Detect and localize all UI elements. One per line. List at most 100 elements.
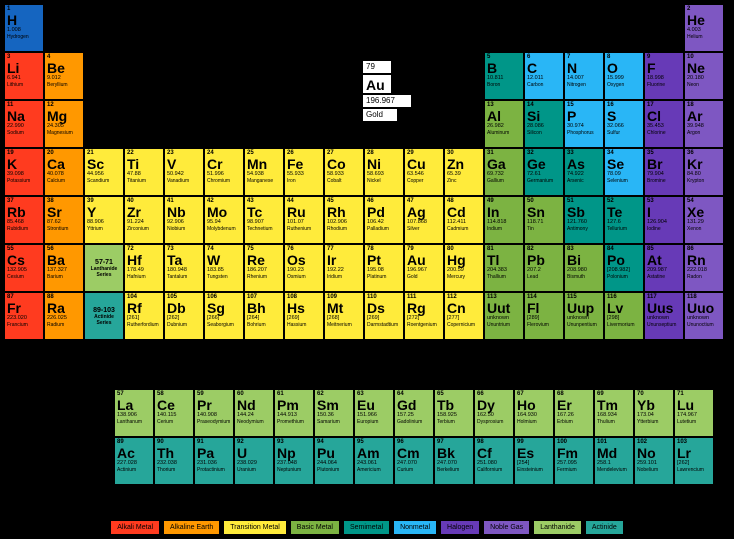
element-cu: 29Cu63.546Copper <box>404 148 444 196</box>
element-s: 16S32.066Sulfur <box>604 100 644 148</box>
element-rh: 45Rh102.906Rhodium <box>324 196 364 244</box>
element-na: 11Na22.990Sodium <box>4 100 44 148</box>
element-pt: 78Pt195.08Platinum <box>364 244 404 292</box>
element-k: 19K39.098Potassium <box>4 148 44 196</box>
element-ac: 89Ac227.028Actinium <box>114 437 154 485</box>
element-am: 95Am243.061Americium <box>354 437 394 485</box>
element-cd: 48Cd112.411Cadmium <box>444 196 484 244</box>
element-cs: 55Cs132.905Cesium <box>4 244 44 292</box>
element-mo: 42Mo95.94Molybdenum <box>204 196 244 244</box>
element-cf: 98Cf251.080Californium <box>474 437 514 485</box>
element-lv: 116Lv[298]Livermorium <box>604 292 644 340</box>
legend-actinide: Actinide <box>585 520 624 535</box>
element-md: 101Md258.1Mendelevium <box>594 437 634 485</box>
element-v: 23V50.942Vanadium <box>164 148 204 196</box>
element-pr: 59Pr140.908Praseodymium <box>194 389 234 437</box>
element-rn: 86Rn222.018Radon <box>684 244 724 292</box>
element-nb: 41Nb92.906Niobium <box>164 196 204 244</box>
element-ca: 20Ca40.078Calcium <box>44 148 84 196</box>
element-y: 39Y88.906Yttrium <box>84 196 124 244</box>
element-tm: 69Tm168.934Thulium <box>594 389 634 437</box>
legend-halogen: Halogen <box>440 520 480 535</box>
element-ne: 10Ne20.180Neon <box>684 52 724 100</box>
legend-transition: Transition Metal <box>223 520 287 535</box>
element-ba: 56Ba137.327Barium <box>44 244 84 292</box>
element-hg: 80Hg200.59Mercury <box>444 244 484 292</box>
element-nd: 60Nd144.24Neodymium <box>234 389 274 437</box>
element-au: 79Au196.967Gold <box>404 244 444 292</box>
element-rg: 111Rg[272]Roentgenium <box>404 292 444 340</box>
element-at: 85At209.987Astatine <box>644 244 684 292</box>
element-es: 99Es[254]Einsteinium <box>514 437 554 485</box>
element-cl: 17Cl35.453Chlorine <box>644 100 684 148</box>
element-ar: 18Ar39.948Argon <box>684 100 724 148</box>
element-in: 49In114.818Indium <box>484 196 524 244</box>
element-c: 6C12.011Carbon <box>524 52 564 100</box>
element-ra: 88Ra226.025Radium <box>44 292 84 340</box>
element-se: 34Se78.09Selenium <box>604 148 644 196</box>
element-gd: 64Gd157.25Gadolinium <box>394 389 434 437</box>
element-rb: 37Rb85.468Rubidium <box>4 196 44 244</box>
element-uut: 113UutunknownUnuntrium <box>484 292 524 340</box>
element-h: 1H1.008Hydrogen <box>4 4 44 52</box>
element-ga: 31Ga69.732Gallium <box>484 148 524 196</box>
key-symbol: Au <box>362 74 392 94</box>
element-ni: 28Ni58.693Nickel <box>364 148 404 196</box>
element-ru: 44Ru101.07Ruthenium <box>284 196 324 244</box>
element-ir: 77Ir192.22Iridium <box>324 244 364 292</box>
element-lr: 103Lr[262]Lawrencium <box>674 437 714 485</box>
element-actinide series: 89-103Actinide Series <box>84 292 124 340</box>
element-sm: 62Sm150.36Samarium <box>314 389 354 437</box>
legend: Alkali MetalAlkaline EarthTransition Met… <box>0 520 734 535</box>
element-np: 93Np237.048Neptunium <box>274 437 314 485</box>
element-mg: 12Mg24.305Magnesium <box>44 100 84 148</box>
element-no: 102No259.101Nobelium <box>634 437 674 485</box>
element-cm: 96Cm247.070Curium <box>394 437 434 485</box>
element-pm: 61Pm144.913Promethium <box>274 389 314 437</box>
element-hf: 72Hf178.49Hafnium <box>124 244 164 292</box>
element-fl: 114Fl[289]Flerovium <box>524 292 564 340</box>
key-name: Gold <box>362 108 398 122</box>
element-w: 74W183.85Tungsten <box>204 244 244 292</box>
element-zn: 30Zn65.39Zinc <box>444 148 484 196</box>
element-o: 8O15.999Oxygen <box>604 52 644 100</box>
element-dy: 66Dy162.50Dysprosium <box>474 389 514 437</box>
element-kr: 36Kr84.80Krypton <box>684 148 724 196</box>
periodic-table: 79 Au 196.967 Gold 1H1.008Hydrogen2He4.0… <box>4 4 730 484</box>
element-yb: 70Yb173.04Ytterbium <box>634 389 674 437</box>
element-xe: 54Xe131.29Xenon <box>684 196 724 244</box>
element-b: 5B10.811Boron <box>484 52 524 100</box>
element-ag: 47Ag107.868Silver <box>404 196 444 244</box>
element-bi: 83Bi208.980Bismuth <box>564 244 604 292</box>
legend-alkaline: Alkaline Earth <box>163 520 220 535</box>
element-sr: 38Sr87.62Strontium <box>44 196 84 244</box>
element-uup: 115UupunknownUnunpentium <box>564 292 604 340</box>
element-er: 68Er167.26Erbium <box>554 389 594 437</box>
legend-nonmetal: Nonmetal <box>393 520 437 535</box>
element-tl: 81Tl204.383Thallium <box>484 244 524 292</box>
element-cn: 112Cn[277]Copernicium <box>444 292 484 340</box>
element-fe: 26Fe55.933Iron <box>284 148 324 196</box>
key-atomic-number: 79 <box>362 60 392 74</box>
element-li: 3Li6.941Lithium <box>4 52 44 100</box>
element-co: 27Co58.933Cobalt <box>324 148 364 196</box>
element-po: 84Po[208.982]Polonium <box>604 244 644 292</box>
element-ta: 73Ta180.948Tantalum <box>164 244 204 292</box>
element-al: 13Al26.982Aluminum <box>484 100 524 148</box>
element-pa: 91Pa231.036Protactinium <box>194 437 234 485</box>
element-n: 7N14.007Nitrogen <box>564 52 604 100</box>
element-lanthanide series: 57-71Lanthanide Series <box>84 244 124 292</box>
legend-noble: Noble Gas <box>483 520 530 535</box>
element-ge: 32Ge72.61Germanium <box>524 148 564 196</box>
legend-semimetal: Semimetal <box>343 520 390 535</box>
element-tb: 65Tb158.925Terbium <box>434 389 474 437</box>
element-mn: 25Mn54.938Manganese <box>244 148 284 196</box>
legend-basic: Basic Metal <box>290 520 340 535</box>
element-sg: 106Sg[266]Seaborgium <box>204 292 244 340</box>
element-sb: 51Sb121.760Antimony <box>564 196 604 244</box>
element-db: 105Db[262]Dubnium <box>164 292 204 340</box>
element-os: 76Os190.23Osmium <box>284 244 324 292</box>
element-be: 4Be9.012Beryllium <box>44 52 84 100</box>
element-zr: 40Zr91.224Zirconium <box>124 196 164 244</box>
element-re: 75Re186.207Rhenium <box>244 244 284 292</box>
